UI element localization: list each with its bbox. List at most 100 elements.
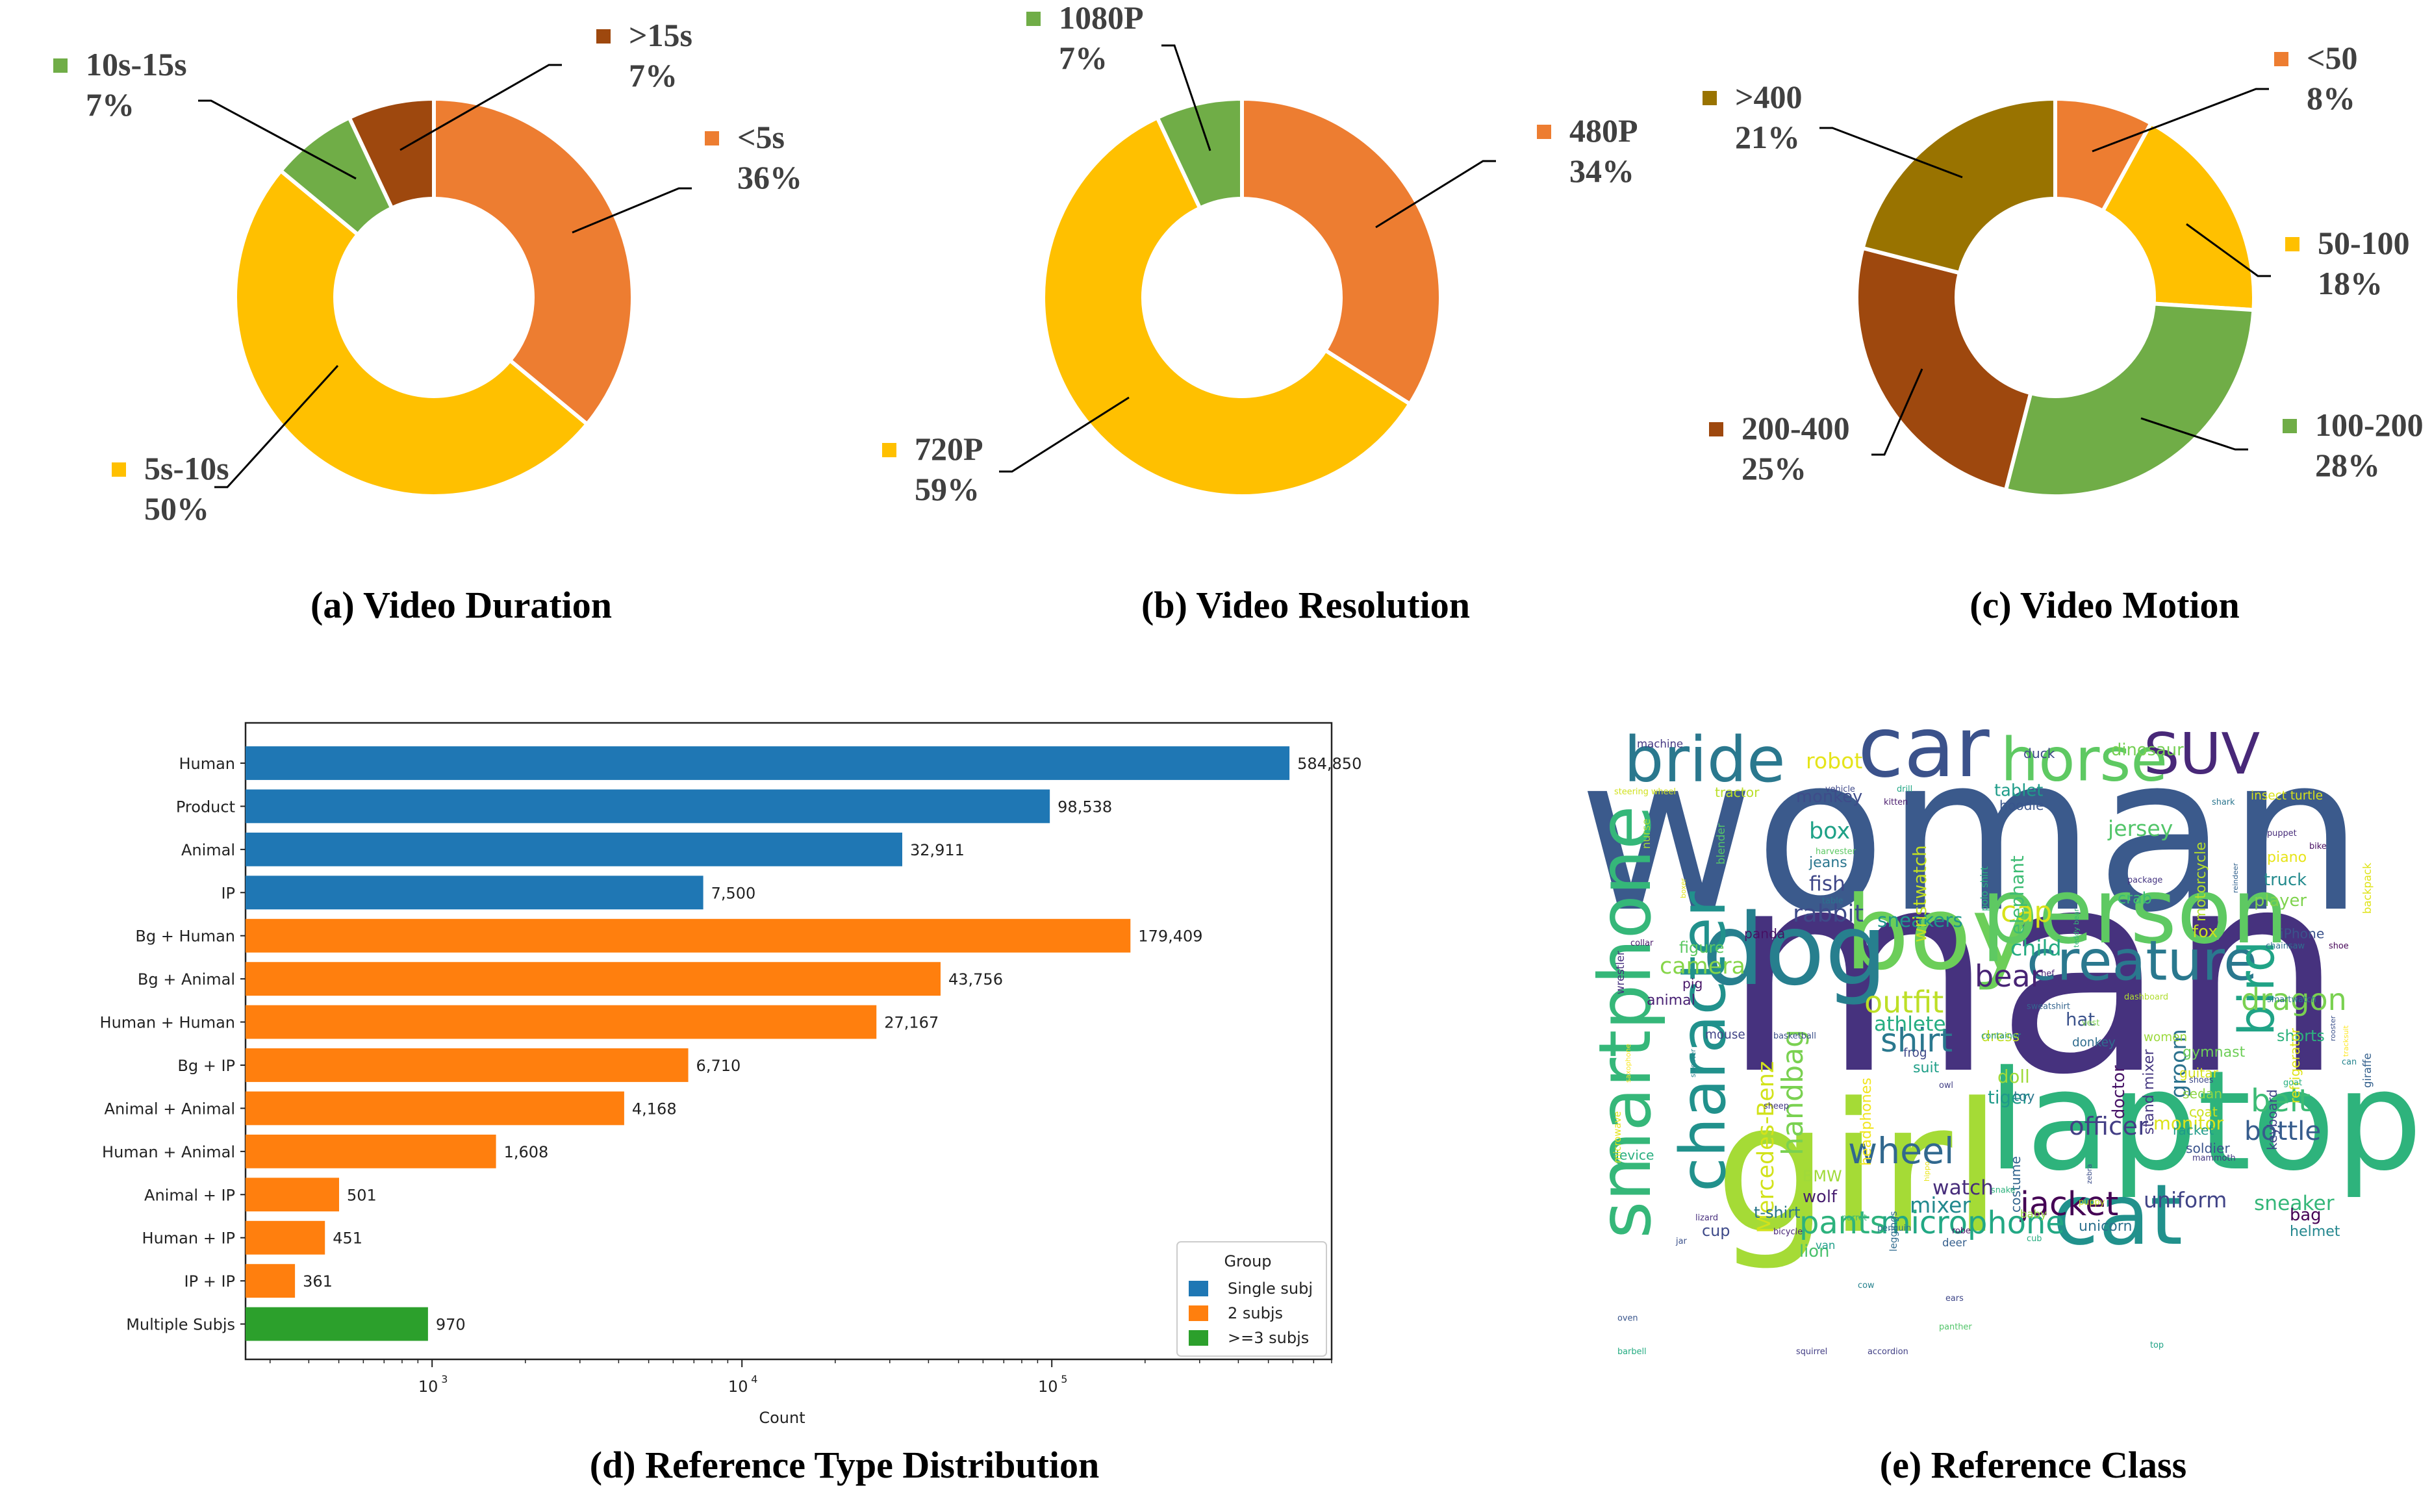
bar [246,746,1290,780]
donut-slice [346,96,436,211]
wordcloud-word: fish [1809,872,1845,896]
wordcloud-word: robot [1806,748,1862,774]
slice-percent: 28% [2315,447,2380,483]
wordcloud-word: giraffe [2361,1053,2374,1088]
wordcloud-word: girl [1715,1065,2002,1274]
wordcloud-word: tiger [1988,1087,2030,1108]
wordcloud-word: sheep [1764,1102,1789,1111]
wordcloud-word: vehicle [1825,785,1855,794]
wordcloud-word: ears [1945,1294,1964,1304]
y-tick-label: Bg + IP [177,1057,235,1075]
wordcloud-word: box [1809,818,1850,844]
wordcloud-word: sweater [1689,1049,1697,1077]
wordcloud-word: bride [1624,723,1786,796]
leader-line [572,187,692,234]
wordcloud-word: bottle [2244,1115,2321,1146]
wordcloud-word: smartwatch [2267,995,2316,1005]
donut-slice [2003,301,2256,498]
y-tick-label: Human + Animal [102,1143,235,1161]
leader-line [1375,160,1496,229]
slice-label: 100-200 [2315,407,2424,443]
wordcloud-word: BMW [1803,1167,1842,1185]
wordcloud-word: jersey [2107,816,2173,841]
wordcloud-word: doll [1997,1066,2030,1087]
bar [246,1264,296,1298]
bar-value-label: 584,850 [1297,755,1362,773]
x-tick-label: 10 [418,1378,438,1396]
legend-swatch [53,58,68,73]
wordcloud-word: bear [1975,959,2043,994]
wordcloud-word: suit [1913,1060,1940,1076]
bar [246,876,703,910]
wordcloud-word: soldier [2186,1140,2230,1156]
wordcloud-word: sneakers [1877,909,1963,931]
wordcloud-word: person [1981,859,2288,964]
bar [246,1005,877,1039]
y-tick-label: Bg + Human [135,927,235,946]
legend-swatch [2285,237,2299,251]
y-tick-label: Multiple Subjs [126,1316,235,1334]
wordcloud-word: guitar [2179,1065,2219,1081]
bar-value-label: 27,167 [884,1014,939,1032]
x-tick-exponent: 5 [1061,1373,1067,1385]
donut-slice [432,96,635,427]
wordcloud-word: mouse [1705,1028,1745,1042]
wordcloud-word: puppy [2079,1198,2105,1207]
wordcloud-word: animal [1647,992,1695,1009]
slice-label: 5s-10s [144,450,229,486]
wordcloud-word: van [1816,1239,1835,1252]
wordcloud-word: zebra [2085,1164,2094,1184]
wordcloud-word: car [1858,699,1990,796]
slice-label: <50 [2307,40,2358,76]
bar [246,1134,496,1168]
slice-percent: 34% [1569,153,1634,189]
wordcloud-word: horse [2001,725,2168,794]
wordcloud-word: creature [2027,929,2257,993]
wordcloud-word: camera [1660,953,1745,979]
wordcloud-word: saxophone [1624,1044,1632,1083]
wordcloud-word: hat [2066,1009,2095,1030]
wordcloud-word: boxer [1679,878,1688,898]
wordcloud-word: microphone [1881,1205,2065,1241]
wordcloud-word: backpack [2361,863,2374,914]
wordcloud-word: cap [2001,896,2052,929]
bar-value-label: 179,409 [1138,927,1202,946]
slice-label: 50-100 [2318,225,2410,261]
wordcloud-word: character [1666,891,1740,1192]
wordcloud-reference-class: woman man girl laptop boy person dog car smartph… [1578,699,2423,1361]
bar-value-label: 970 [436,1316,466,1334]
donut-chart-duration: <5s 36% 5s-10s 50% 10s-15s 7% >15s 7% [53,17,802,527]
wordcloud-word: sweatshirt [2027,1002,2070,1011]
wordcloud-word: motorcycle [2193,842,2209,922]
donut-slice [1860,96,2057,275]
donut-slice [1154,96,1244,211]
leader-line [1161,44,1211,151]
wordcloud-word: watch [1932,1176,1994,1200]
y-tick-label: Bg + Animal [138,970,235,989]
wordcloud-word: piano [2267,850,2307,866]
wordcloud-word: drill [1897,785,1912,794]
chart-video-duration: <5s 36% 5s-10s 50% 10s-15s 7% >15s 7% [0,0,811,649]
slice-label: 10s-15s [86,46,187,82]
wordcloud-word: jacket [2020,1185,2118,1223]
leader-line [1819,127,1963,179]
bar-value-label: 451 [333,1229,362,1248]
legend-swatch [1709,422,1723,436]
wordcloud-word: fox [2192,922,2218,942]
caption-video-motion: (c) Video Motion [1970,584,2240,626]
legend-swatch [1189,1330,1208,1346]
y-tick-label: Animal [181,841,235,859]
wordcloud-word: toy [2014,1089,2034,1104]
wordcloud-word: rooster [2329,1015,2337,1041]
bar [246,1091,624,1126]
slice-percent: 50% [144,490,209,527]
donut-chart-motion: <50 8% 50-100 18% 100-200 28% 200-400 25% >400 21… [1703,40,2424,498]
wordcloud-word: crab [2118,889,2152,907]
wordcloud-word: blender [1715,824,1727,864]
donut-slice [2100,120,2256,312]
legend-box [1176,1241,1327,1357]
bar [246,1048,689,1082]
wordcloud-word: can [2342,1057,2357,1067]
wordcloud-word: bag [2290,1205,2321,1225]
wordcloud-word: machine [1637,738,1683,750]
